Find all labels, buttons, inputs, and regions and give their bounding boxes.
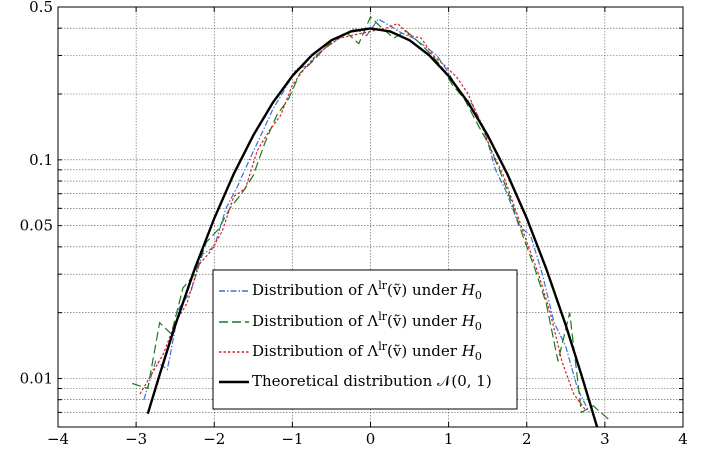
legend-label: Distribution of Λlr(ṽ) under H0 xyxy=(252,340,482,363)
x-tick-label: 1 xyxy=(444,430,454,448)
ticks: −4 −3 −2 −1 0 1 2 3 4 0.01 0.05 0.1 0.5 xyxy=(20,0,688,448)
y-tick-label: 0.01 xyxy=(20,369,53,387)
series-line-theoretical xyxy=(146,27,599,427)
x-tick-label: 4 xyxy=(678,430,688,448)
legend-box xyxy=(212,269,518,410)
x-tick-label: −1 xyxy=(281,430,303,448)
series-group xyxy=(132,15,610,427)
legend: Distribution of Λlr(ṽ) under H0 Distribut… xyxy=(212,269,518,410)
y-tick-label: 0.05 xyxy=(20,217,53,235)
legend-label: Distribution of Λlr(ṽ) under H0 xyxy=(252,279,482,302)
x-tick-label: −2 xyxy=(203,430,225,448)
legend-label: Distribution of Λlr(ṽ) under H0 xyxy=(252,310,482,333)
x-tick-label: −4 xyxy=(47,430,69,448)
series-line-1 xyxy=(143,18,590,413)
y-tick-label: 0.1 xyxy=(29,151,53,169)
y-tick-label: 0.5 xyxy=(29,0,53,16)
x-tick-label: 3 xyxy=(600,430,610,448)
x-tick-label: 0 xyxy=(366,430,376,448)
x-tick-label: −3 xyxy=(125,430,147,448)
series-line-3 xyxy=(139,22,586,411)
x-tick-label: 2 xyxy=(522,430,532,448)
legend-label: Theoretical distribution 𝒩(0, 1) xyxy=(252,372,492,390)
series-line-2 xyxy=(132,15,610,420)
